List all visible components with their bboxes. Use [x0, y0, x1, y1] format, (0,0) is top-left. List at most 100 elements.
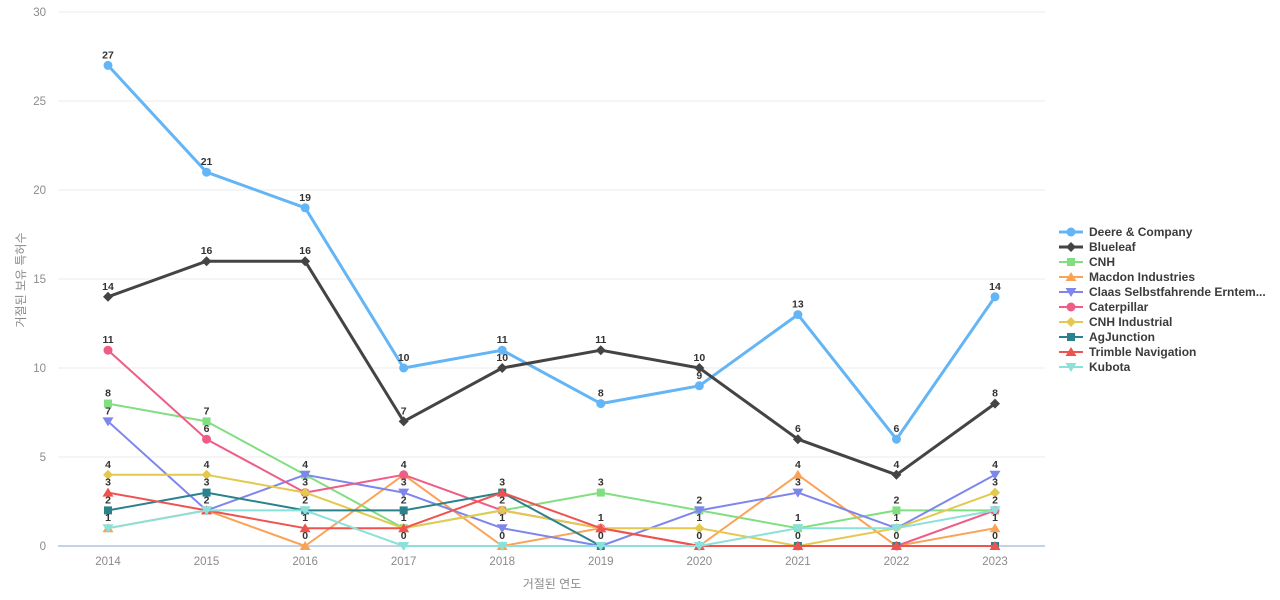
- point-deere-company-2016[interactable]: [300, 203, 310, 213]
- legend-marker-cnh: [1059, 257, 1083, 266]
- point-deere-company-2018[interactable]: [497, 345, 507, 355]
- point-blueleaf-2015[interactable]: [201, 256, 212, 267]
- point-trimble-navigation-2014[interactable]: [102, 487, 114, 497]
- legend-item-cnh-industrial[interactable]: CNH Industrial: [1058, 314, 1266, 329]
- point-agjunction-2017[interactable]: [399, 506, 408, 515]
- legend-marker-blueleaf: [1059, 241, 1083, 252]
- point-deere-company-2015[interactable]: [202, 167, 212, 177]
- value-label-2018-10: 10: [496, 352, 508, 364]
- point-blueleaf-2021[interactable]: [792, 434, 803, 445]
- point-blueleaf-2018[interactable]: [497, 363, 508, 373]
- point-cnh-2015[interactable]: [202, 417, 211, 426]
- value-label-2023-1: 1: [992, 512, 998, 524]
- point-deere-company-2019[interactable]: [596, 399, 606, 409]
- point-cnh-industrial-2020[interactable]: [694, 523, 705, 534]
- series-claas-selbstfahrende-erntem: [102, 417, 1001, 551]
- series-agjunction: [104, 488, 999, 550]
- point-trimble-navigation-2017[interactable]: [398, 523, 410, 533]
- point-kubota-2022[interactable]: [890, 524, 902, 534]
- point-kubota-2016[interactable]: [299, 506, 311, 516]
- value-label-2017-2: 2: [401, 494, 407, 506]
- legend-item-trimble-navigation[interactable]: Trimble Navigation: [1058, 344, 1266, 359]
- point-claas-selbstfahrende-erntem-2023[interactable]: [989, 470, 1001, 480]
- legend-label: CNH: [1089, 254, 1115, 269]
- point-blueleaf-2020[interactable]: [694, 363, 705, 373]
- point-agjunction-2015[interactable]: [202, 488, 211, 497]
- point-cnh-2019[interactable]: [596, 488, 605, 497]
- point-kubota-2014[interactable]: [102, 524, 114, 534]
- point-kubota-2020[interactable]: [693, 542, 705, 551]
- point-agjunction-2014[interactable]: [104, 506, 112, 515]
- point-trimble-navigation-2022[interactable]: [890, 541, 902, 550]
- point-claas-selbstfahrende-erntem-2020[interactable]: [693, 506, 705, 516]
- point-claas-selbstfahrende-erntem-2018[interactable]: [496, 524, 508, 534]
- point-trimble-navigation-2019[interactable]: [595, 523, 607, 533]
- legend-item-kubota[interactable]: Kubota: [1058, 359, 1266, 374]
- value-label-2015-7: 7: [204, 405, 210, 417]
- point-deere-company-2014[interactable]: [103, 60, 113, 70]
- value-label-2018-3: 3: [499, 477, 505, 489]
- legend-item-blueleaf[interactable]: Blueleaf: [1058, 239, 1266, 254]
- value-label-2020-10: 10: [693, 352, 705, 364]
- x-tick-label-2022: 2022: [884, 556, 910, 568]
- x-tick-label-2018: 2018: [489, 556, 515, 568]
- point-cnh-industrial-2016[interactable]: [300, 487, 311, 498]
- point-deere-company-2017[interactable]: [399, 363, 409, 373]
- point-caterpillar-2014[interactable]: [103, 345, 113, 355]
- legend-item-claas-selbstfahrende-erntem[interactable]: Claas Selbstfahrende Erntem...: [1058, 284, 1266, 299]
- point-macdon-industries-2016[interactable]: [299, 541, 311, 550]
- point-blueleaf-2014[interactable]: [103, 291, 113, 302]
- legend-item-macdon-industries[interactable]: Macdon Industries: [1058, 269, 1266, 284]
- point-blueleaf-2016[interactable]: [300, 256, 311, 267]
- value-label-2021-0: 0: [795, 530, 801, 542]
- point-caterpillar-2017[interactable]: [399, 470, 409, 480]
- x-tick-label-2021: 2021: [785, 556, 811, 568]
- value-label-2014-1: 1: [105, 512, 111, 524]
- point-trimble-navigation-2021[interactable]: [792, 541, 804, 550]
- point-trimble-navigation-2016[interactable]: [299, 523, 311, 533]
- point-cnh-industrial-2015[interactable]: [201, 469, 212, 480]
- value-label-2014-7: 7: [105, 405, 111, 417]
- legend-item-agjunction[interactable]: AgJunction: [1058, 329, 1266, 344]
- point-blueleaf-2023[interactable]: [990, 398, 1000, 409]
- point-claas-selbstfahrende-erntem-2017[interactable]: [398, 488, 410, 498]
- point-cnh-2022[interactable]: [892, 506, 901, 515]
- point-kubota-2021[interactable]: [792, 524, 804, 534]
- legend-marker-deere-company: [1059, 227, 1083, 236]
- value-label-2016-0: 0: [302, 530, 308, 542]
- x-tick-label-2017: 2017: [391, 556, 417, 568]
- point-kubota-2023[interactable]: [989, 506, 1001, 516]
- point-trimble-navigation-2023[interactable]: [989, 541, 1001, 550]
- point-claas-selbstfahrende-erntem-2021[interactable]: [792, 488, 804, 498]
- point-deere-company-2022[interactable]: [891, 434, 901, 444]
- point-cnh-industrial-2014[interactable]: [103, 469, 113, 480]
- point-cnh-2014[interactable]: [104, 399, 112, 408]
- point-kubota-2017[interactable]: [398, 542, 410, 551]
- point-deere-company-2023[interactable]: [990, 292, 1000, 302]
- point-claas-selbstfahrende-erntem-2016[interactable]: [299, 470, 311, 480]
- point-cnh-industrial-2018[interactable]: [497, 505, 508, 516]
- value-label-2017-3: 3: [401, 477, 407, 489]
- point-claas-selbstfahrende-erntem-2014[interactable]: [102, 417, 114, 427]
- legend-item-deere-company[interactable]: Deere & Company: [1058, 224, 1266, 239]
- point-blueleaf-2022[interactable]: [891, 469, 902, 480]
- value-label-2014-2: 2: [105, 494, 111, 506]
- point-kubota-2015[interactable]: [201, 506, 213, 516]
- value-label-2020-1: 1: [696, 512, 702, 524]
- legend-item-caterpillar[interactable]: Caterpillar: [1058, 299, 1266, 314]
- point-caterpillar-2015[interactable]: [202, 434, 212, 444]
- point-kubota-2018[interactable]: [496, 542, 508, 551]
- point-trimble-navigation-2018[interactable]: [496, 487, 508, 497]
- point-deere-company-2020[interactable]: [694, 381, 704, 391]
- value-label-2019-11: 11: [595, 334, 606, 346]
- point-blueleaf-2017[interactable]: [398, 416, 409, 427]
- point-macdon-industries-2021[interactable]: [792, 469, 804, 479]
- point-deere-company-2021[interactable]: [793, 310, 803, 320]
- point-cnh-industrial-2023[interactable]: [990, 487, 1000, 498]
- point-blueleaf-2019[interactable]: [595, 345, 606, 356]
- legend-item-cnh[interactable]: CNH: [1058, 254, 1266, 269]
- point-kubota-2019[interactable]: [595, 542, 607, 551]
- x-axis-title: 거절된 연도: [522, 577, 582, 591]
- point-macdon-industries-2023[interactable]: [989, 523, 1001, 533]
